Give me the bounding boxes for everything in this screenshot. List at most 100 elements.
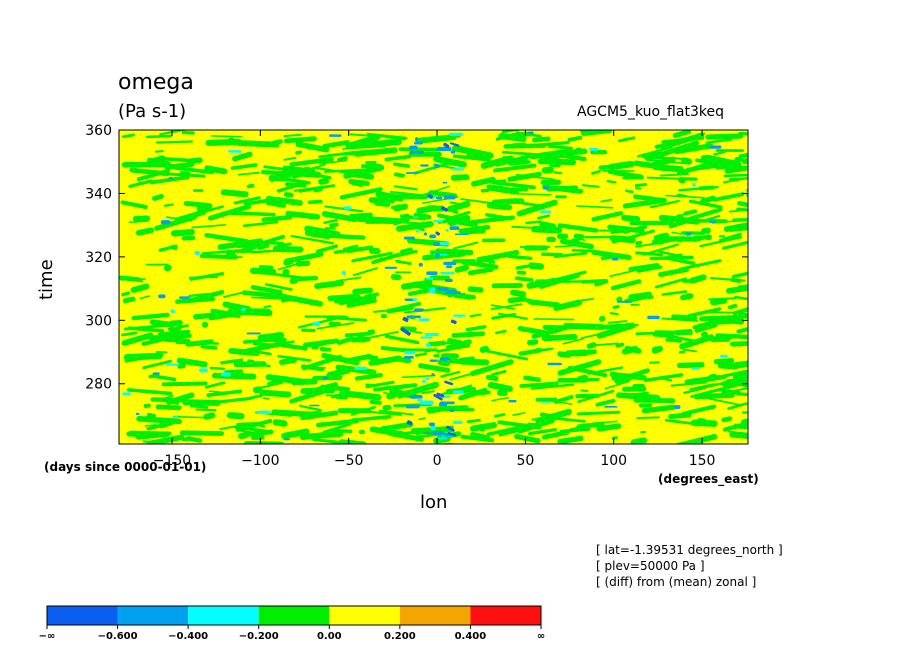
field-patch-strong-negative [617, 300, 632, 303]
field-patch-negative [600, 198, 613, 203]
field-patch-negative [546, 236, 557, 243]
field-patch-negative [395, 271, 412, 274]
field-patch-negative [350, 414, 392, 422]
field-patch-negative [415, 352, 428, 357]
field-patch-negative [126, 388, 173, 396]
field-patch-negative [541, 252, 563, 257]
field-patch-strong-negative [194, 250, 200, 255]
field-patch-negative [470, 359, 514, 377]
field-patch-negative [271, 139, 283, 146]
field-patch-negative [204, 232, 249, 244]
field-patch-negative [258, 264, 274, 270]
field-patch-negative [535, 397, 558, 402]
field-patch-negative [694, 322, 718, 333]
field-patch-negative [612, 305, 620, 309]
field-patch-negative [553, 171, 563, 175]
field-patch-strong-negative [420, 336, 433, 339]
field-patch-negative [503, 143, 547, 149]
field-patch-strong-negative [429, 234, 437, 239]
field-patch-negative [354, 215, 401, 225]
field-patch-negative [170, 228, 195, 237]
field-patch-negative [158, 419, 175, 429]
colorbar-label: −∞ [39, 631, 56, 642]
field-patch-strong-negative [442, 181, 448, 184]
field-patch-negative [179, 430, 225, 436]
field-patch-negative [173, 166, 215, 175]
field-patch-negative [497, 420, 542, 430]
field-patch-negative [176, 357, 208, 368]
field-patch-negative [526, 277, 558, 289]
field-patch-negative [654, 143, 666, 149]
field-patch-negative [155, 140, 193, 144]
field-patch-negative [352, 287, 374, 295]
field-patch-negative [485, 349, 529, 361]
field-patch-negative [562, 338, 585, 345]
field-patch-negative [661, 290, 688, 296]
field-patch-negative [493, 163, 537, 173]
field-patch-negative [724, 164, 748, 174]
field-patch-negative [337, 408, 372, 414]
field-patch-negative [470, 431, 491, 441]
field-patch-negative [476, 249, 520, 263]
field-patch-negative [263, 304, 272, 309]
field-patch-negative [368, 355, 402, 366]
field-patch-negative [738, 148, 748, 159]
field-patch-negative [491, 282, 523, 289]
field-patch-negative [142, 359, 172, 370]
field-patch-negative [183, 201, 211, 208]
field-patch-negative [658, 140, 700, 158]
field-patch-negative [581, 297, 595, 302]
field-patch-negative [491, 180, 536, 190]
field-patch-negative [633, 397, 676, 403]
field-patch-negative [721, 237, 748, 250]
field-patch-negative [728, 430, 748, 436]
field-patch-negative [339, 187, 383, 200]
field-patch-negative [204, 165, 228, 175]
field-patch-negative [188, 292, 210, 298]
field-patch-negative [316, 418, 360, 428]
field-patch-negative [495, 329, 507, 335]
field-patch-negative [587, 366, 624, 375]
field-patch-negative [679, 334, 715, 350]
field-patch-negative [675, 329, 693, 336]
field-patch-negative [393, 172, 405, 178]
field-patch-negative [128, 179, 153, 188]
field-patch-negative [507, 296, 527, 304]
field-patch-negative [272, 245, 304, 253]
case-name: AGCM5_kuo_flat3keq [577, 104, 724, 120]
note-pressure-level: [ plev=50000 Pa ] [596, 559, 705, 573]
x-tick-label: 100 [600, 453, 627, 469]
field-patch-negative [450, 174, 470, 181]
field-patch-negative [433, 354, 440, 358]
field-patch-negative [460, 198, 502, 206]
field-patch-negative [354, 372, 383, 381]
x-tick-label: −50 [334, 453, 364, 469]
field-patch-negative [486, 184, 520, 195]
field-patch-negative [622, 197, 667, 209]
field-patch-negative [680, 231, 706, 235]
field-patch-negative [322, 140, 350, 149]
field-patch-negative [609, 267, 645, 278]
field-patch-negative [427, 192, 452, 195]
field-patch-negative [732, 304, 748, 316]
field-patch-negative [515, 131, 542, 138]
field-patch-negative [480, 188, 490, 193]
colorbar-swatch [258, 606, 330, 625]
field-patch-strong-negative [404, 356, 414, 359]
field-patch-negative [121, 331, 138, 337]
field-patch-strong-negative [419, 400, 434, 405]
field-patch-negative [368, 138, 402, 148]
field-patch-negative [525, 220, 542, 225]
field-patch-negative [344, 170, 375, 180]
field-patch-negative [339, 439, 367, 444]
field-patch-negative [367, 329, 376, 336]
field-patch-negative [283, 133, 302, 138]
field-patch-strong-negative [435, 196, 443, 200]
field-patch-negative [238, 429, 262, 436]
field-patch-negative [152, 374, 177, 382]
field-patch-negative [207, 204, 251, 221]
field-patch-negative [478, 426, 486, 432]
field-patch-negative [535, 408, 572, 424]
field-patch-negative [282, 268, 290, 276]
field-patch-negative [636, 265, 663, 273]
